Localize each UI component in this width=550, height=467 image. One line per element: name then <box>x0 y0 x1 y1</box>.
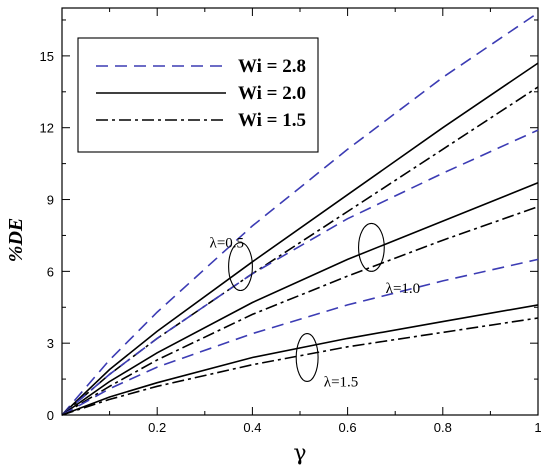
y-axis-title: %DE <box>5 218 27 262</box>
annotation-ellipse <box>357 222 385 272</box>
y-tick-label: 6 <box>47 264 54 279</box>
legend-box <box>77 37 319 153</box>
x-tick-label: 0.4 <box>243 420 261 435</box>
x-tick-label: 0.8 <box>434 420 452 435</box>
legend-label: Wi = 2.0 <box>238 83 306 104</box>
annotation-ellipse <box>228 242 253 292</box>
series-line-4 <box>61 129 539 416</box>
series-line-1 <box>61 12 539 416</box>
y-tick-label: 12 <box>40 121 54 136</box>
y-tick-label: 9 <box>47 193 54 208</box>
series-line-9 <box>61 317 539 416</box>
legend-label: Wi = 1.5 <box>238 110 306 131</box>
annotation-label: λ=0.5 <box>210 236 244 252</box>
x-tick-label: 0.2 <box>148 420 166 435</box>
series-line-6 <box>61 205 539 416</box>
y-tick-label: 3 <box>47 336 54 351</box>
annotation-label: λ=1.0 <box>386 281 420 297</box>
annotation-layer: λ=0.5 λ=1.0 λ=1.5 <box>210 222 420 390</box>
x-axis-title: γ <box>293 441 306 466</box>
annotation-label: λ=1.5 <box>324 374 358 390</box>
legend-label: Wi = 2.8 <box>238 56 306 77</box>
x-tick-label: 0.6 <box>339 420 357 435</box>
series-line-5 <box>61 182 539 416</box>
y-tick-label: 0 <box>47 408 54 423</box>
y-tick-label: 15 <box>40 49 54 64</box>
ticks-layer: 0.2 0.4 0.6 0.8 1 0 3 6 9 12 15 <box>40 8 542 435</box>
series-line-7 <box>61 258 539 416</box>
legend: Wi = 2.8 Wi = 2.0 Wi = 1.5 <box>77 37 319 153</box>
annotation-ellipse <box>295 333 319 383</box>
series-line-8 <box>61 304 539 416</box>
x-tick-label: 1 <box>534 420 541 435</box>
